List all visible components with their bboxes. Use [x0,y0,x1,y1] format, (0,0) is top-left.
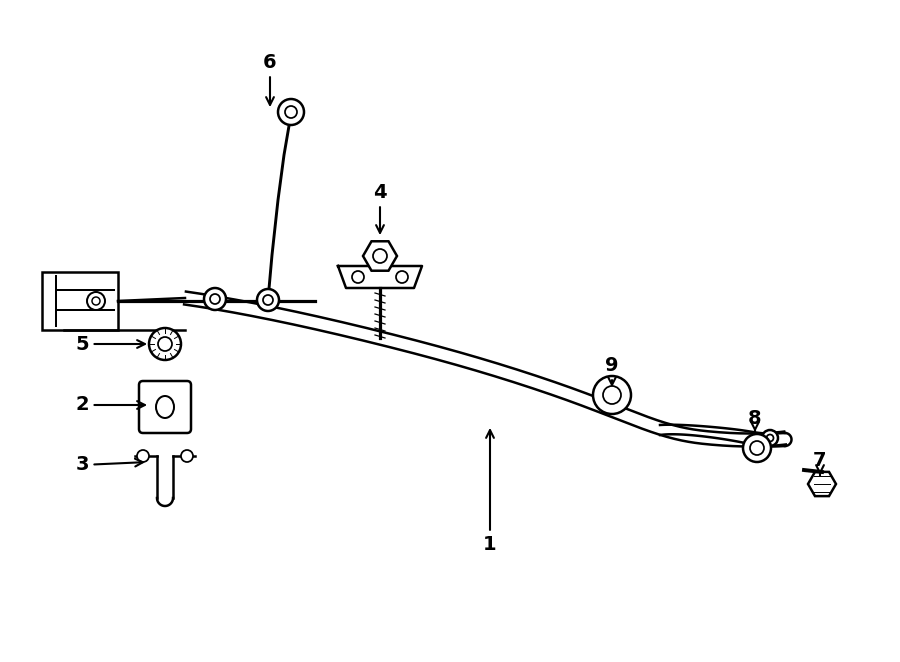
Circle shape [257,289,279,311]
Circle shape [593,376,631,414]
Ellipse shape [156,396,174,418]
Circle shape [750,441,764,455]
Text: 6: 6 [263,52,277,105]
Text: 1: 1 [483,430,497,555]
Circle shape [743,434,771,462]
Circle shape [181,450,193,462]
Polygon shape [338,266,422,288]
Text: 9: 9 [605,355,619,385]
Text: 3: 3 [76,455,143,475]
Circle shape [204,288,226,310]
Text: 8: 8 [748,408,761,430]
FancyBboxPatch shape [139,381,191,433]
Polygon shape [184,291,786,446]
Circle shape [352,271,364,283]
Circle shape [373,249,387,263]
Circle shape [210,294,220,304]
Circle shape [767,434,773,442]
Circle shape [603,386,621,404]
Circle shape [92,297,100,305]
Text: 4: 4 [374,183,387,233]
Text: 5: 5 [76,334,145,354]
Circle shape [137,450,149,462]
Text: 7: 7 [814,451,827,475]
Bar [42,272,118,330]
Circle shape [396,271,408,283]
Circle shape [149,328,181,360]
Circle shape [762,430,778,446]
Circle shape [278,99,304,125]
Text: 2: 2 [76,395,145,414]
Circle shape [285,106,297,118]
Circle shape [87,292,105,310]
Circle shape [158,337,172,351]
Circle shape [263,295,273,305]
